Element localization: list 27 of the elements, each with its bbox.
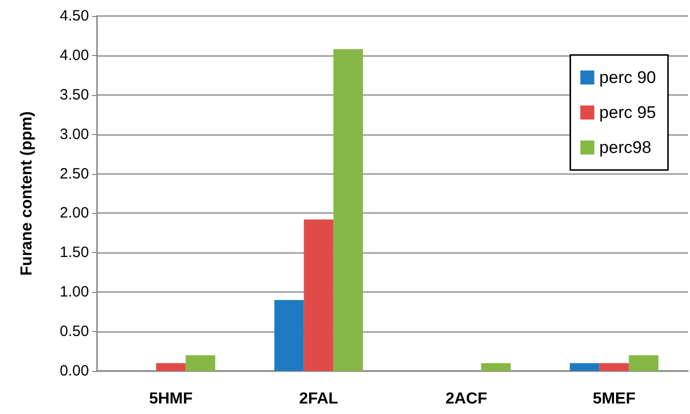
legend-label: perc98 xyxy=(599,138,652,157)
bar xyxy=(628,355,658,371)
y-tick-label: 0.00 xyxy=(60,362,89,380)
x-tick-label: 5HMF xyxy=(149,390,193,408)
bar xyxy=(156,363,186,371)
y-tick-label: 4.50 xyxy=(60,8,89,24)
bar xyxy=(570,363,600,371)
y-tick-label: 1.00 xyxy=(60,284,89,301)
legend-label: perc 95 xyxy=(599,103,656,122)
y-tick-label: 3.00 xyxy=(60,126,89,143)
bar xyxy=(481,363,511,371)
y-tick-label: 2.50 xyxy=(60,165,89,182)
x-tick-label: 2FAL xyxy=(299,390,338,408)
y-axis-title: Furane content (ppm) xyxy=(18,111,36,276)
y-tick-label: 4.00 xyxy=(60,46,89,64)
x-tick-label: 5MEF xyxy=(592,390,636,408)
bar xyxy=(274,300,304,371)
y-tick-label: 1.50 xyxy=(60,244,89,262)
bar xyxy=(186,355,216,371)
y-tick-label: 2.00 xyxy=(60,204,89,222)
bar xyxy=(599,363,629,371)
y-tick-label: 3.50 xyxy=(60,86,89,104)
bar xyxy=(304,220,334,371)
legend-label: perc 90 xyxy=(599,68,656,87)
y-tick-label: 0.50 xyxy=(60,323,89,340)
bar xyxy=(333,49,363,371)
x-tick-label: 2ACF xyxy=(445,390,488,408)
